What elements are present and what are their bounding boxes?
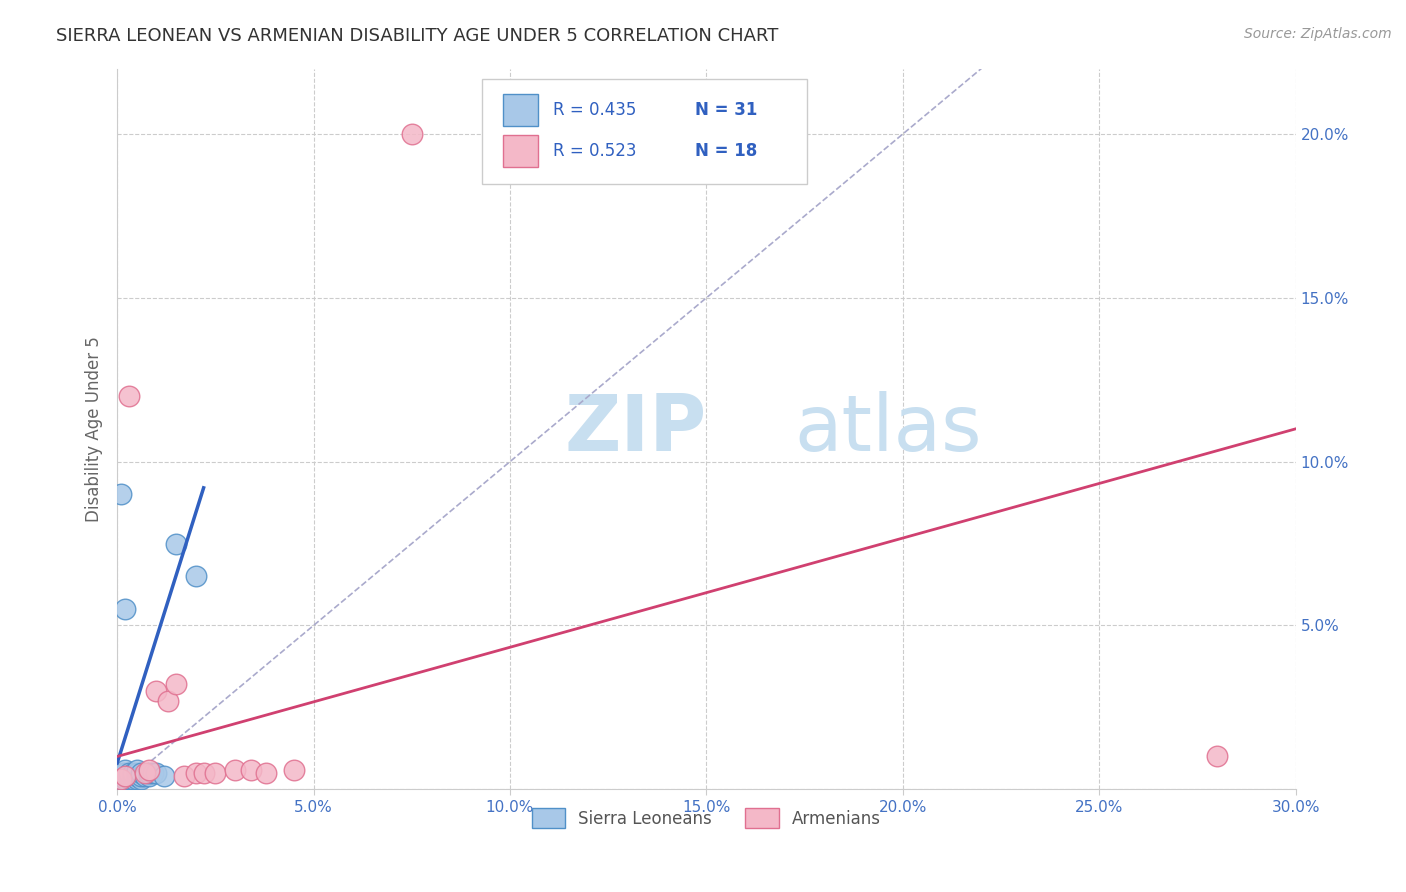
Point xyxy=(114,769,136,783)
Point xyxy=(129,772,152,787)
Text: R = 0.435: R = 0.435 xyxy=(553,101,637,119)
Point xyxy=(193,765,215,780)
Point xyxy=(125,763,148,777)
Bar xyxy=(502,94,538,126)
Point xyxy=(114,602,136,616)
Point xyxy=(134,765,156,780)
Point xyxy=(118,769,141,783)
Point xyxy=(129,769,152,783)
Point xyxy=(1206,749,1229,764)
Point xyxy=(239,763,262,777)
Point xyxy=(173,769,195,783)
Point xyxy=(110,487,132,501)
Point xyxy=(165,536,187,550)
Point xyxy=(129,765,152,780)
Point xyxy=(122,765,145,780)
Point xyxy=(114,772,136,787)
Text: N = 18: N = 18 xyxy=(695,142,756,160)
Point xyxy=(125,772,148,787)
Text: N = 31: N = 31 xyxy=(695,101,756,119)
Point xyxy=(114,769,136,783)
Point xyxy=(145,684,167,698)
Point xyxy=(283,763,305,777)
Point xyxy=(110,772,132,787)
Point xyxy=(110,772,132,787)
FancyBboxPatch shape xyxy=(482,79,807,184)
Point xyxy=(256,765,278,780)
Point xyxy=(122,772,145,787)
Point xyxy=(138,763,160,777)
Point xyxy=(118,772,141,787)
Point xyxy=(125,769,148,783)
Text: atlas: atlas xyxy=(794,391,983,467)
Y-axis label: Disability Age Under 5: Disability Age Under 5 xyxy=(86,336,103,522)
Point xyxy=(118,389,141,403)
Point xyxy=(165,677,187,691)
Point xyxy=(138,765,160,780)
Point xyxy=(118,769,141,783)
Point xyxy=(401,127,423,141)
Point xyxy=(110,769,132,783)
Point xyxy=(204,765,226,780)
Point xyxy=(122,769,145,783)
Text: R = 0.523: R = 0.523 xyxy=(553,142,637,160)
Point xyxy=(134,769,156,783)
Point xyxy=(153,769,176,783)
Point xyxy=(110,765,132,780)
Point xyxy=(114,763,136,777)
Text: SIERRA LEONEAN VS ARMENIAN DISABILITY AGE UNDER 5 CORRELATION CHART: SIERRA LEONEAN VS ARMENIAN DISABILITY AG… xyxy=(56,27,779,45)
Point xyxy=(118,765,141,780)
Point xyxy=(138,769,160,783)
Legend: Sierra Leoneans, Armenians: Sierra Leoneans, Armenians xyxy=(524,801,887,835)
Point xyxy=(224,763,246,777)
Point xyxy=(184,765,207,780)
Point xyxy=(157,694,180,708)
Text: ZIP: ZIP xyxy=(565,391,707,467)
Text: Source: ZipAtlas.com: Source: ZipAtlas.com xyxy=(1244,27,1392,41)
Point xyxy=(184,569,207,583)
Point xyxy=(141,765,163,780)
Point xyxy=(114,765,136,780)
Point xyxy=(145,765,167,780)
Bar xyxy=(502,135,538,168)
Point xyxy=(125,765,148,780)
